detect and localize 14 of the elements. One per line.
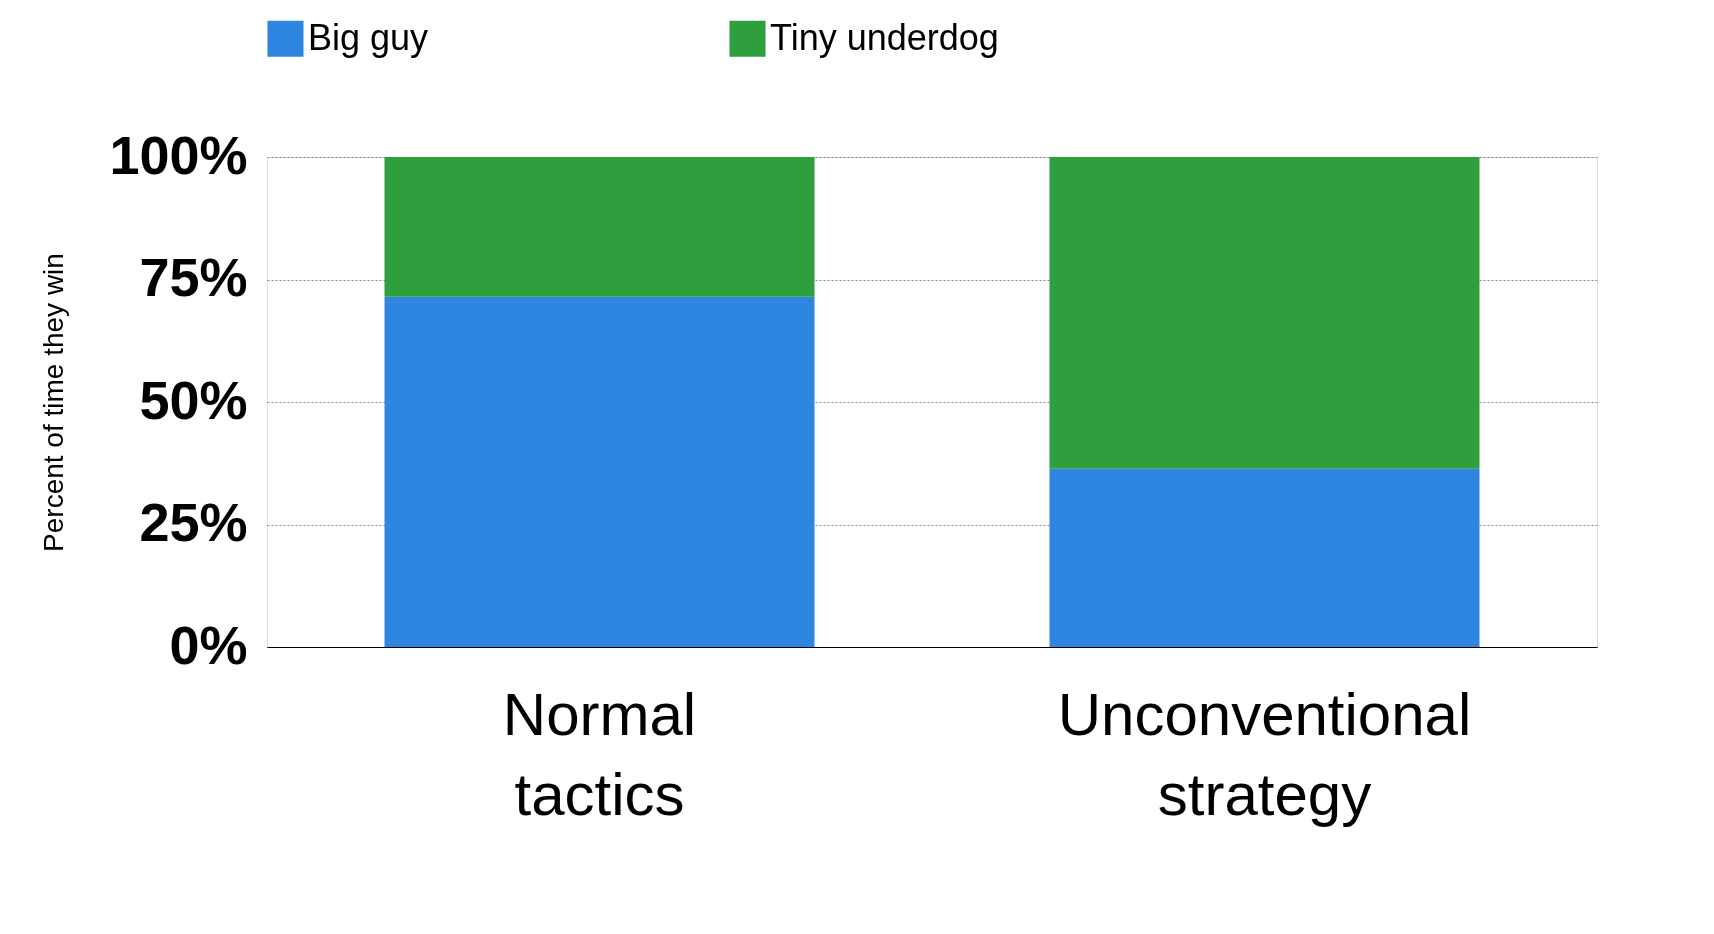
legend-label: Tiny underdog [770,16,999,58]
y-axis-title: Percent of time they win [38,253,70,552]
y-tick-label: 25% [139,492,248,552]
y-tick-label: 50% [139,369,248,430]
y-tick-label: 0% [169,614,248,675]
bar [1049,468,1480,647]
x-tick-label: Unconventional strategy [1057,680,1472,828]
bar [384,296,815,647]
legend-label: Big guy [308,16,429,58]
x-tick-label: Normal tactics [502,680,697,828]
y-tick-label: 100% [109,124,248,185]
bar [1049,157,1480,469]
y-tick-label: 75% [139,247,248,307]
bar [384,157,815,297]
